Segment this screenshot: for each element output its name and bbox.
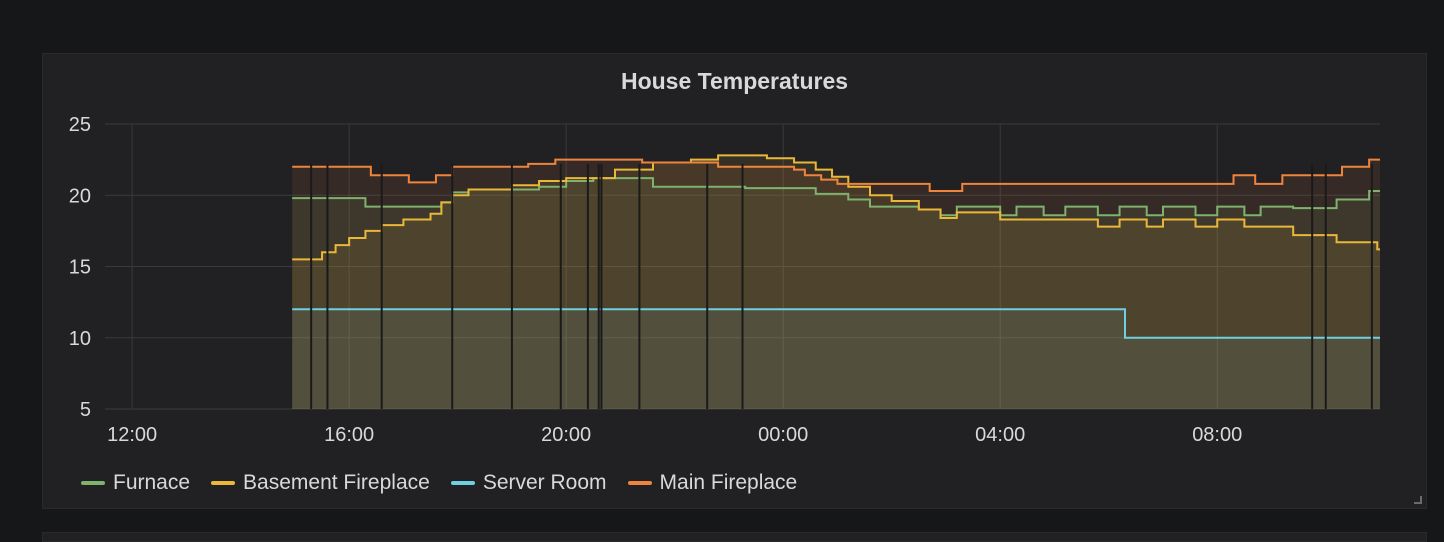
series-fill xyxy=(292,309,1380,409)
x-tick-label: 04:00 xyxy=(975,424,1025,446)
series-line xyxy=(292,154,1380,261)
legend-label: Furnace xyxy=(113,471,191,494)
y-tick-label: 5 xyxy=(80,399,91,421)
series-fill xyxy=(292,159,1380,409)
resize-handle-icon[interactable] xyxy=(1414,496,1422,504)
legend-item[interactable]: Server Room xyxy=(450,471,607,495)
y-tick-label: 20 xyxy=(69,185,91,207)
x-tick-label: 16:00 xyxy=(324,424,374,446)
legend-item[interactable]: Basement Fireplace xyxy=(211,471,430,495)
next-panel-edge xyxy=(42,532,1427,542)
legend-swatch-icon xyxy=(211,481,236,485)
x-tick-label: 20:00 xyxy=(541,424,591,446)
chart-legend: Furnace Basement Fireplace Server Room Main… xyxy=(81,471,818,495)
x-tick-label: 00:00 xyxy=(758,424,808,446)
x-tick-label: 08:00 xyxy=(1192,424,1242,446)
y-tick-label: 10 xyxy=(69,328,91,350)
chart-plot: 5 10 15 20 25 12:00 16:00 20:00 00:00 04:00 08:00 xyxy=(69,114,1380,446)
legend-swatch-icon xyxy=(627,481,652,485)
legend-swatch-icon xyxy=(450,481,475,485)
legend-label: Server Room xyxy=(482,471,607,494)
series-fill xyxy=(292,178,1380,409)
legend-swatch-icon xyxy=(81,481,105,485)
series-line xyxy=(292,177,1380,217)
y-tick-label: 25 xyxy=(69,114,91,136)
x-tick-label: 12:00 xyxy=(107,424,157,446)
chart-title: House Temperatures xyxy=(620,68,849,94)
series-fill xyxy=(292,155,1380,409)
y-tick-label: 15 xyxy=(69,257,91,279)
legend-label: Basement Fireplace xyxy=(243,471,430,494)
series-line xyxy=(292,308,1380,339)
legend-item[interactable]: Main Fireplace xyxy=(627,471,798,495)
legend-item[interactable]: Furnace xyxy=(81,471,190,495)
legend-label: Main Fireplace xyxy=(659,471,798,494)
chart-panel: House Temperatures 5 10 15 20 25 12:00 16:00 20… xyxy=(42,53,1427,509)
